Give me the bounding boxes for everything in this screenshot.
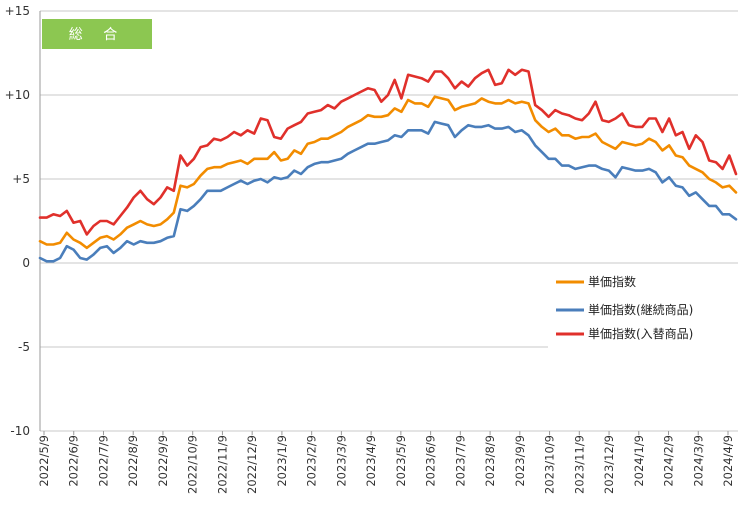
x-tick-label: 2023/9/9 <box>513 435 527 487</box>
gridlines <box>40 10 738 432</box>
x-tick-label: 2023/2/9 <box>305 435 319 487</box>
x-tick-label: 2022/7/9 <box>96 435 110 487</box>
y-tick-label: +10 <box>5 88 30 102</box>
x-tick-label: 2022/5/9 <box>37 435 51 487</box>
plot-series <box>38 68 738 263</box>
legend-label-1: 単価指数(継続商品) <box>588 302 693 317</box>
legend-label-2: 単価指数(入替商品) <box>588 326 693 341</box>
x-tick-label: 2023/6/9 <box>424 435 438 487</box>
y-tick-label: +5 <box>12 172 30 186</box>
y-tick-label: +15 <box>5 4 30 18</box>
y-axis: +15 +10 +5 0 -5 -10 <box>5 4 41 438</box>
x-tick-label: 2022/6/9 <box>67 435 81 487</box>
x-tick-label: 2022/11/9 <box>215 435 229 494</box>
x-tick-label: 2022/9/9 <box>156 435 170 487</box>
series-line-1 <box>38 120 738 263</box>
x-tick-label: 2024/2/9 <box>662 435 676 487</box>
x-tick-label: 2023/10/9 <box>543 435 557 494</box>
x-tick-label: 2023/3/9 <box>334 435 348 487</box>
y-tick-label: -5 <box>18 340 30 354</box>
title-badge-label: 総 合 <box>69 27 125 43</box>
y-tick-label: 0 <box>22 256 30 270</box>
x-tick-label: 2023/4/9 <box>364 435 378 487</box>
x-tick-label: 2023/8/9 <box>483 435 497 487</box>
y-tick-label: -10 <box>10 424 30 438</box>
series-line-0 <box>38 95 738 250</box>
x-tick-label: 2022/10/9 <box>186 435 200 494</box>
title-badge: 総 合 <box>42 19 152 49</box>
series-line-2 <box>38 68 738 236</box>
x-tick-label: 2022/12/9 <box>245 435 259 494</box>
x-tick-label: 2022/8/9 <box>126 435 140 487</box>
title-badge-box <box>42 19 152 49</box>
x-tick-label: 2023/12/9 <box>602 435 616 494</box>
legend-box <box>548 266 740 350</box>
x-tick-label: 2024/4/9 <box>721 435 735 487</box>
x-tick-label: 2023/1/9 <box>275 435 289 487</box>
x-tick-label: 2024/1/9 <box>632 435 646 487</box>
x-tick-label: 2023/7/9 <box>453 435 467 487</box>
legend-label-0: 単価指数 <box>588 274 636 289</box>
x-tick-label: 2024/3/9 <box>691 435 705 487</box>
x-axis: 2022/5/9 2022/6/9 2022/7/9 2022/8/9 2022/9/9… <box>37 431 735 494</box>
x-tick-label: 2023/11/9 <box>572 435 586 494</box>
x-tick-label: 2023/5/9 <box>394 435 408 487</box>
